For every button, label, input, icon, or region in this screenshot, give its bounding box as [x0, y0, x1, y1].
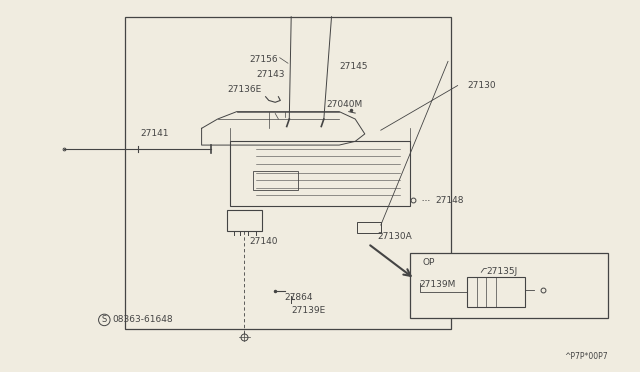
Text: ^P7P*00P7: ^P7P*00P7	[564, 352, 608, 361]
Text: 27136E: 27136E	[227, 85, 262, 94]
Text: 27141: 27141	[141, 129, 170, 138]
Text: 27156: 27156	[250, 55, 278, 64]
Text: 27864: 27864	[285, 293, 314, 302]
Text: 27139E: 27139E	[291, 306, 326, 315]
Text: 08363-61648: 08363-61648	[112, 315, 173, 324]
Bar	[227, 210, 262, 231]
Text: 27139M: 27139M	[419, 280, 456, 289]
Text: 27130A: 27130A	[378, 232, 412, 241]
Bar	[410, 253, 608, 318]
Text: S: S	[102, 315, 107, 324]
Text: 27140: 27140	[250, 237, 278, 246]
Bar	[230, 141, 410, 206]
Text: 27145: 27145	[339, 62, 368, 71]
Bar	[253, 171, 298, 190]
Bar	[467, 277, 525, 307]
Bar	[125, 17, 451, 329]
Text: 27040M: 27040M	[326, 100, 363, 109]
Text: 27130: 27130	[467, 81, 496, 90]
Text: OP: OP	[422, 258, 435, 267]
Text: 27135J: 27135J	[486, 267, 518, 276]
Text: 27143: 27143	[256, 70, 285, 79]
Bar	[357, 222, 381, 232]
Text: 27148: 27148	[435, 196, 464, 205]
